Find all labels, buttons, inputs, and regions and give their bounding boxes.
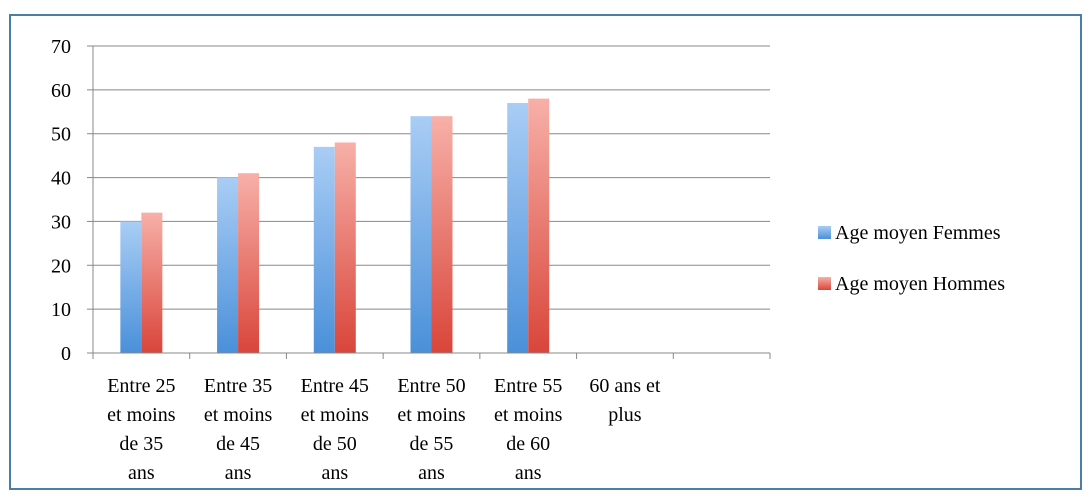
x-category-label: Entre 25 et moins de 35 ans: [107, 375, 176, 484]
x-axis-labels: Entre 25 et moins de 35 ans Entre 35 et moins…: [107, 375, 661, 484]
legend-swatch: [818, 226, 831, 239]
x-axis: [92, 352, 771, 359]
bar-hommes-1: [238, 173, 260, 353]
x-category-label: Entre 55 et moins de 60 ans: [494, 375, 563, 484]
x-category-label: 60 ans et plus: [589, 375, 661, 426]
y-tick-label: 10: [51, 299, 71, 321]
bar-hommes-3: [431, 116, 453, 354]
legend-label: Age moyen Femmes: [835, 222, 1001, 244]
bar-femmes-0: [120, 221, 142, 353]
x-category-label: Entre 50 et moins de 55 ans: [397, 375, 466, 484]
x-category-label: Entre 35 et moins de 45 ans: [204, 375, 273, 484]
y-tick-label: 0: [61, 343, 71, 365]
x-category-label: Entre 45 et moins de 50 ans: [301, 375, 370, 484]
bar-hommes-0: [141, 212, 163, 353]
y-tick-label: 50: [51, 124, 71, 146]
y-tick-label: 70: [51, 36, 71, 58]
bar-femmes-2: [313, 146, 335, 353]
legend: Age moyen Femmes Age moyen Hommes: [818, 222, 1005, 295]
bar-femmes-1: [217, 177, 239, 353]
y-axis-ticks: 0 10 20 30 40 50 60 70: [51, 36, 94, 365]
bar-femmes-3: [410, 116, 432, 354]
bar-hommes-4: [528, 98, 550, 353]
y-tick-label: 40: [51, 168, 71, 190]
legend-label: Age moyen Hommes: [835, 273, 1005, 295]
y-tick-label: 20: [51, 255, 71, 277]
legend-swatch: [818, 277, 831, 290]
bar-femmes-4: [507, 103, 529, 353]
bar-hommes-2: [334, 142, 356, 353]
bars: [120, 98, 550, 354]
y-tick-label: 60: [51, 80, 71, 102]
y-tick-label: 30: [51, 211, 71, 233]
